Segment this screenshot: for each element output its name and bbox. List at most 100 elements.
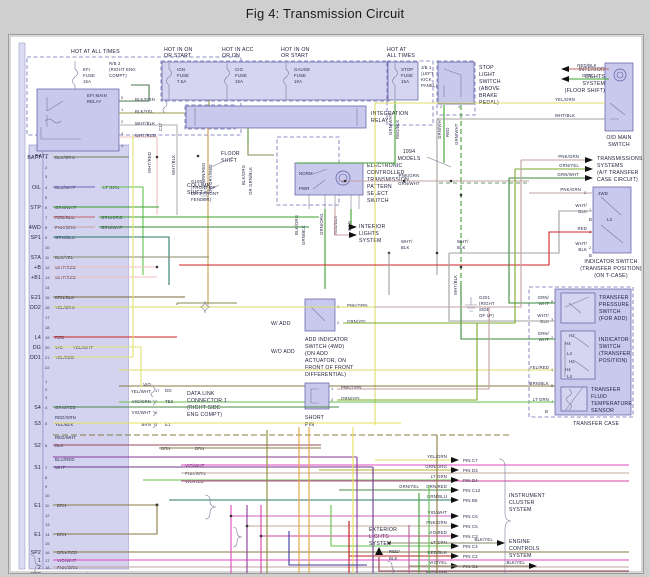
od-lamp-outer [613, 68, 627, 82]
od-switch-contacts [609, 102, 626, 120]
cl-arrow-5 [451, 513, 459, 519]
efi-main-relay-label1: EFI MAIN [87, 93, 107, 98]
p2-side-5: S3 [34, 421, 41, 427]
ign-fuse-sym [166, 63, 172, 99]
cl-p-3: PIN C12 [463, 488, 481, 493]
efi-relay-coil-lead [40, 127, 81, 140]
shortpin-l2: PIN [305, 422, 314, 428]
ecs-l2: CONTROLS [509, 546, 540, 552]
p1-side-16: OD2 [30, 305, 41, 311]
g201-l4: OF I/P) [479, 313, 494, 318]
tft-l4: SENSOR [591, 408, 614, 414]
els-l2: LIGHTS [369, 534, 389, 540]
floor-shift-leader [198, 184, 220, 196]
p1-num-19: 19 [45, 335, 50, 340]
add-l3: (ON ADD [305, 351, 328, 357]
sls-l3: SWITCH [479, 79, 501, 85]
pinwire-20 [53, 346, 142, 387]
g100-label-1: G100 [191, 179, 203, 184]
vert-label-whtred: WHT/RED [147, 152, 152, 173]
whtblk-mid-d: BLK [401, 245, 410, 250]
efi-main-relay-label2: RELAY [87, 99, 102, 104]
p1-num-9: 9 [45, 235, 48, 240]
cl-w-10: VIO/YEL [429, 560, 447, 565]
ts-l2: SYSTEMS [597, 163, 624, 169]
cig-fuse-sym [224, 63, 230, 99]
tps-l1: TRANSFER [599, 295, 629, 301]
dot-vio-red [259, 534, 263, 538]
transfer-case-dashed [528, 286, 634, 418]
p2-num-15: 15 [45, 541, 50, 546]
wire-whtblk-od [436, 118, 605, 275]
column-shift-label1: COLUMN [187, 183, 211, 189]
transfer-pressure-switch-box [560, 292, 596, 324]
ecs-l1: ENGINE [509, 539, 530, 545]
p1-num-3: 3 [45, 174, 48, 179]
dlc-w4: BRN [141, 422, 151, 427]
dot-whtred-12 [155, 265, 159, 269]
pattern-select-dashed [276, 136, 340, 206]
ecu-pattern-l3: TRANSMISSION [367, 177, 409, 183]
wiring-diagram-svg: HOT AT ALL TIMES EFI FUSE 15A R/B 2 (RIG… [9, 35, 643, 573]
cl-w-3alt: GRN/YEL [399, 484, 419, 489]
p2-side-4: S4 [34, 405, 41, 411]
pwr-label: PWR [299, 186, 309, 191]
tps-l4: (FOR ADD) [599, 316, 627, 322]
pattern-lamp-outer [335, 170, 351, 186]
cl-w-1: GRN/ORG [425, 464, 447, 469]
sls-wire-red: RED [445, 127, 450, 137]
interior-lights-l1: INTERIOR [359, 224, 385, 230]
p1-num-2: 2 [45, 165, 48, 170]
tps-l2: PRESSURE [599, 302, 629, 308]
ist-l4: POSITION) [599, 358, 627, 364]
sls-wire-grn: GRN/WHT [437, 117, 442, 139]
sls-l4: (ABOVE [479, 86, 500, 92]
gauge-fuse-name: GAUGE [294, 67, 310, 72]
dlc-l1: DATA LINK [187, 391, 215, 397]
p2-num-12: 12 [45, 513, 50, 518]
g201-l2: (RIGHT [479, 301, 495, 306]
tcase-p4: 2 [589, 245, 592, 250]
tsw-m2: H4 [565, 341, 571, 346]
p1-side-21: OD1 [30, 355, 41, 361]
stop-fuse-type: FUSE [401, 73, 413, 78]
hdr-cig-2: OR ON [222, 53, 240, 59]
cl-arrow-1 [451, 467, 459, 473]
pinwire-9 [53, 236, 170, 285]
pattern-lamp-inner [338, 173, 348, 183]
dlc-w3: VIO/WHT [132, 410, 152, 415]
ts-wire-3: GRN/WHT [557, 172, 579, 177]
els-l1: EXTERIOR [369, 527, 397, 533]
p2-num-3: 3 [45, 395, 48, 400]
tsw-m6: L4 [567, 374, 573, 379]
efi-fuse-rating: 15A [83, 79, 91, 84]
p1-side-6: STP [30, 205, 41, 211]
tsw-m1: H2 [569, 333, 575, 338]
add-wire-1: PNK/GRN [347, 303, 368, 308]
fusebox-fill [161, 61, 389, 101]
p1-num-6: 6 [45, 205, 48, 210]
p2-num-16: 16 [45, 550, 50, 555]
ecu-pattern-l1: ELECTRONIC [367, 163, 402, 169]
floor-shift-label1: FLOOR [221, 151, 240, 157]
column-shift-label2: SHIFT [187, 190, 204, 196]
p2-num-14: 14 [45, 532, 50, 537]
od-wire-3: YEL/GRN [555, 97, 575, 102]
p2-side-6: S2 [34, 443, 41, 449]
efi-relay-pin-1: 1 [121, 107, 124, 112]
p2-side-18: 2 [38, 565, 41, 571]
wire-grn-stopfuse [297, 101, 396, 164]
ign-fuse-type: FUSE [177, 73, 189, 78]
wire-whtblk-tc2 [448, 253, 555, 322]
dot-pnkgrn-b [402, 179, 406, 183]
tsw-m3: L4 [567, 351, 573, 356]
add-l6: DIFFERENTIAL) [305, 372, 346, 378]
whtblk-mid-c: WHT/ [401, 239, 413, 244]
thermistor-symbol [566, 388, 572, 411]
p2-w-5a: RED/GRN [55, 415, 76, 420]
sls-l2: LIGHT [479, 72, 496, 78]
tcase-indicator-box [592, 186, 632, 254]
p2-num-11: 11 [45, 503, 50, 508]
cl-p-8: PIN C4 [463, 544, 478, 549]
models-grnwht: GRN/WHT [398, 181, 420, 186]
